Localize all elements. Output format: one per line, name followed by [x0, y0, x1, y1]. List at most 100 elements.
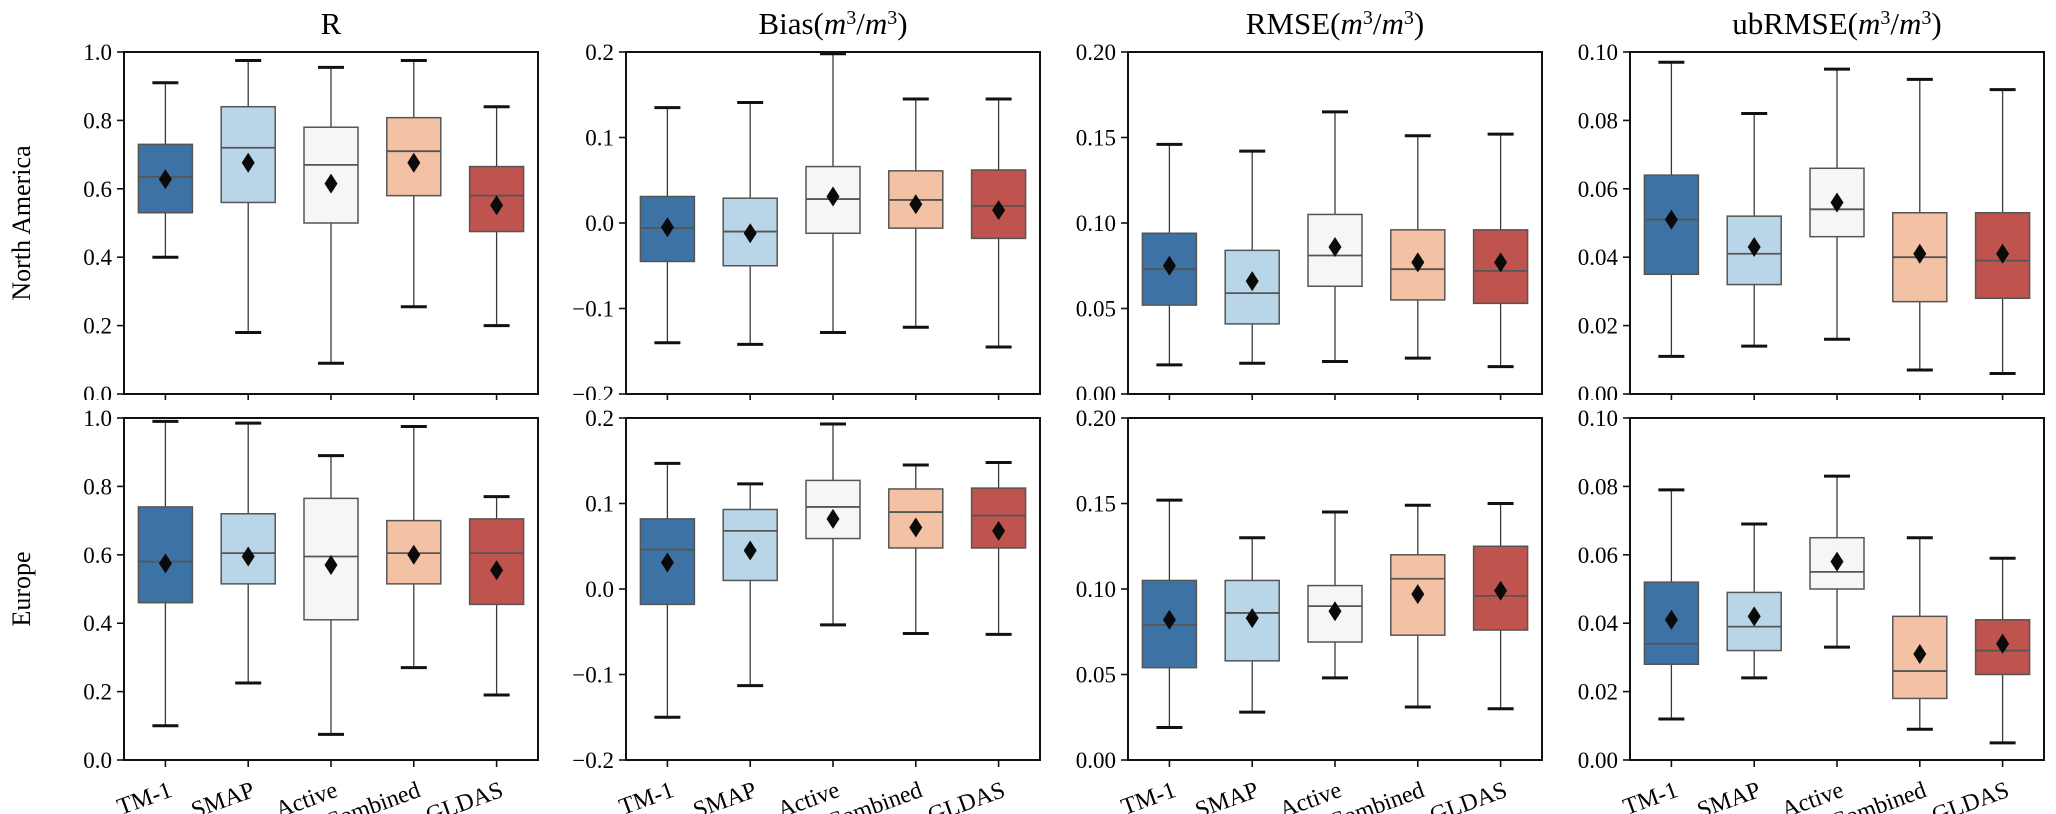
mean-diamond-marker: [1162, 255, 1176, 276]
box-group-Combined: [386, 59, 442, 309]
box-group-Combined: [1390, 134, 1446, 360]
y-tick-label: 0.04: [1578, 611, 1619, 636]
subplot-title: Bias(m3/m3): [758, 6, 907, 41]
box-group-GLDAS: [468, 105, 525, 328]
x-category-label: TM-1: [1118, 777, 1180, 814]
axes-frame: [123, 417, 539, 761]
box-group-Combined: [1892, 77, 1948, 372]
mean-diamond-marker: [241, 546, 255, 567]
y-tick-label: 0.0: [83, 748, 112, 773]
y-tick-label: 0.15: [1076, 492, 1116, 517]
box-group-SMAP: [220, 421, 276, 685]
y-tick-label: 0.05: [1076, 663, 1116, 688]
box-group-SMAP: [1726, 522, 1782, 680]
axes-frame: [1629, 417, 2045, 761]
x-category-label: SMAP: [188, 777, 258, 814]
y-tick-label: −0.1: [572, 663, 614, 688]
row-label-europe: Europe: [7, 551, 36, 627]
mean-diamond-marker: [909, 194, 923, 215]
box-group-Combined: [1390, 503, 1446, 709]
mean-diamond-marker: [324, 555, 338, 576]
mean-diamond-marker: [1747, 606, 1761, 627]
y-tick-label: 0.00: [1578, 748, 1618, 773]
mean-diamond-marker: [1494, 580, 1508, 601]
mean-diamond-marker: [743, 540, 757, 561]
y-tick-label: 0.0: [83, 382, 112, 400]
box-group-GLDAS: [1974, 556, 2031, 745]
box-group-SMAP: [1224, 149, 1280, 365]
y-tick-label: 0.0: [585, 577, 614, 602]
box-group-GLDAS: [970, 460, 1027, 636]
box-group-SMAP: [722, 100, 778, 346]
mean-diamond-marker: [826, 186, 840, 207]
boxplot-canvas: 0.00 0.05 0.10 0.15 0.20 RMSE(m3/m3): [1076, 6, 1543, 407]
subplot-ubrmse-europe: 0.00 0.02 0.04 0.06 0.08 0.10 TM-1 SMAP Active Co…: [1552, 400, 2054, 814]
box-group-GLDAS: [1974, 88, 2031, 375]
mean-diamond-marker: [1411, 584, 1425, 605]
mean-diamond-marker: [660, 217, 674, 238]
x-category-label: GLDAS: [423, 777, 507, 814]
y-tick-label: 0.1: [585, 492, 614, 517]
mean-diamond-marker: [1328, 601, 1342, 622]
box-group-TM-1: [137, 81, 194, 259]
box-group-TM-1: [639, 106, 696, 345]
box-group-TM-1: [1643, 60, 1700, 358]
box-group-SMAP: [722, 482, 778, 688]
boxplot-canvas: 0.00.20.40.60.81.0TM-1 SMAP ActiveCombined…: [83, 406, 539, 814]
mean-diamond-marker: [1747, 236, 1761, 257]
mean-diamond-marker: [1664, 609, 1678, 630]
box-group-SMAP: [1726, 112, 1782, 348]
boxplot-canvas: 0.00 0.02 0.04 0.06 0.08 0.10 ubRMSE(m3/m3): [1578, 6, 2045, 407]
mean-diamond-marker: [1664, 209, 1678, 230]
box-group-Active: [805, 422, 861, 627]
y-tick-label: 0.02: [1578, 314, 1618, 339]
mean-diamond-marker: [743, 223, 757, 244]
y-tick-label: 0.15: [1076, 126, 1116, 151]
y-tick-label: 0.8: [83, 108, 112, 133]
mean-diamond-marker: [826, 508, 840, 529]
mean-diamond-marker: [158, 169, 172, 190]
y-tick-label: 0.2: [585, 406, 614, 431]
boxplot-canvas: 0.0 0.2 0.4 0.6 0.8 1.0 R: [83, 6, 539, 407]
box-group-Active: [1809, 67, 1865, 341]
axes-frame: [1127, 417, 1543, 761]
axes-frame: [625, 51, 1041, 395]
box-group-Combined: [386, 425, 442, 670]
mean-diamond-marker: [1245, 608, 1259, 629]
mean-diamond-marker: [992, 520, 1006, 541]
box-group-Combined: [888, 463, 944, 635]
y-tick-label: 0.6: [83, 543, 112, 568]
box-group-GLDAS: [468, 495, 525, 697]
mean-diamond-marker: [1913, 643, 1927, 664]
mean-diamond-marker: [241, 152, 255, 173]
mean-diamond-marker: [1328, 236, 1342, 257]
box-group-Active: [1307, 510, 1363, 680]
box-group-GLDAS: [970, 97, 1027, 349]
y-tick-label: 1.0: [83, 406, 112, 431]
mean-diamond-marker: [660, 552, 674, 573]
y-tick-label: 0.06: [1578, 543, 1618, 568]
y-tick-label: 0.08: [1578, 108, 1618, 133]
subplot-bias-europe: −0.2 −0.1 0.0 0.1 0.2 TM-1 SMAP Active Combined G…: [548, 400, 1050, 814]
boxplot-canvas: −0.2 −0.1 0.0 0.1 0.2 Bias(m3/m3): [572, 6, 1041, 407]
mean-diamond-marker: [158, 553, 172, 574]
x-category-label: GLDAS: [1427, 777, 1511, 814]
box-group-Combined: [1892, 536, 1948, 731]
iqr-box: [1974, 619, 2031, 676]
x-category-label: GLDAS: [1929, 777, 2013, 814]
box-group-GLDAS: [1472, 502, 1529, 711]
box-group-Active: [303, 65, 359, 365]
box-group-SMAP: [220, 59, 276, 334]
y-tick-label: −0.1: [572, 297, 614, 322]
mean-diamond-marker: [324, 173, 338, 194]
row-label-north-america: North America: [7, 145, 36, 301]
mean-diamond-marker: [490, 195, 504, 216]
y-tick-label: 0.02: [1578, 680, 1618, 705]
box-group-SMAP: [1224, 536, 1280, 714]
y-tick-label: 1.0: [83, 40, 112, 65]
axes-frame: [1127, 51, 1543, 395]
x-category-label: SMAP: [690, 777, 760, 814]
